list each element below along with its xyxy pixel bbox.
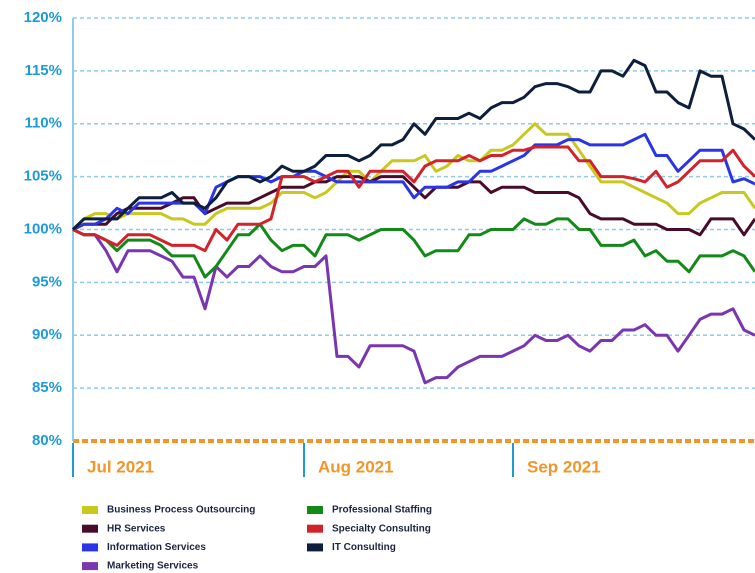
legend-swatch — [307, 543, 323, 552]
series-line — [72, 228, 755, 385]
legend-label: Specialty Consulting — [332, 523, 431, 534]
x-tick-label: Sep 2021 — [527, 457, 601, 476]
y-tick-label: 115% — [24, 62, 62, 79]
x-tick-label: Aug 2021 — [318, 457, 394, 476]
legend-label: Marketing Services — [107, 561, 199, 572]
series-line — [72, 217, 755, 279]
series-line — [71, 122, 755, 231]
y-tick-label: 90% — [32, 326, 62, 343]
y-tick-label: 80% — [32, 432, 62, 449]
legend-swatch — [82, 543, 98, 552]
series-line — [71, 58, 755, 231]
legend-swatch — [307, 524, 323, 533]
legend-label: HR Services — [107, 523, 166, 534]
series-line — [72, 175, 755, 237]
y-tick-label: 105% — [24, 168, 62, 185]
legend-label: Business Process Outsourcing — [107, 505, 255, 516]
legend-swatch — [82, 562, 98, 571]
y-tick-label: 100% — [24, 220, 62, 237]
series-line — [72, 145, 755, 253]
legend-label: Information Services — [107, 542, 206, 553]
y-tick-label: 95% — [32, 273, 62, 290]
y-tick-label: 110% — [24, 115, 62, 132]
legend-label: Professional Staffing — [332, 505, 432, 516]
y-tick-label: 120% — [24, 9, 62, 26]
legend-label: IT Consulting — [332, 542, 396, 553]
x-tick-label: Jul 2021 — [87, 457, 154, 476]
legend-swatch — [82, 506, 98, 514]
legend-swatch — [82, 524, 98, 533]
y-tick-label: 85% — [32, 379, 62, 396]
legend-swatch — [307, 506, 323, 514]
